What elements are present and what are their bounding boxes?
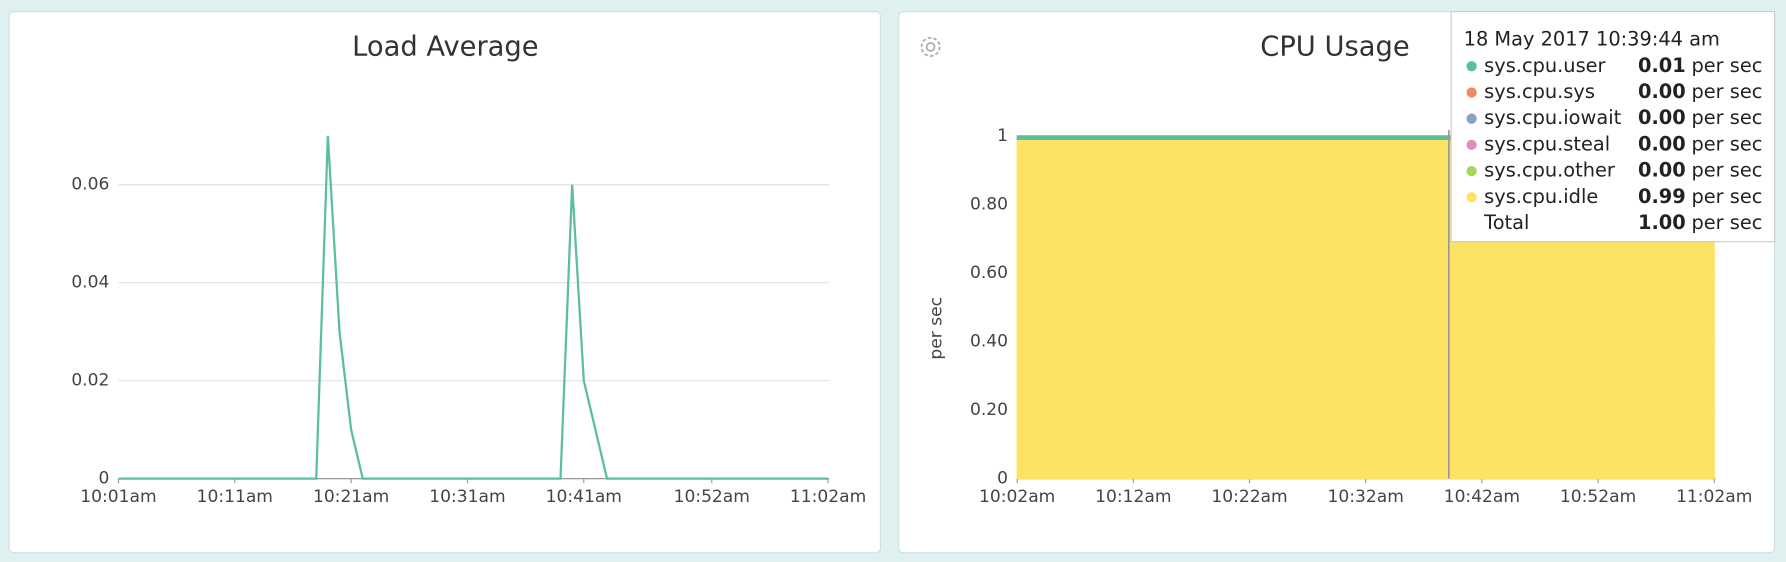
tooltip-time: 18 May 2017 10:39:44 am — [1464, 28, 1720, 51]
legend-dot — [1466, 113, 1477, 124]
tooltip-unit: per sec — [1691, 185, 1762, 208]
y-tick-label: 0 — [997, 469, 1008, 489]
legend-label: sys.cpu.other — [1484, 159, 1615, 182]
data-line — [118, 135, 829, 480]
x-tick-label: 10:22am — [1211, 487, 1287, 507]
chart-title: CPU Usage — [1260, 32, 1409, 63]
x-tick-label: 10:41am — [546, 487, 622, 507]
tooltip-box — [1450, 11, 1776, 243]
legend-label: sys.cpu.idle — [1484, 185, 1598, 208]
legend-dot — [1466, 165, 1477, 177]
x-tick-label: 10:21am — [313, 487, 389, 507]
tooltip-total: 1.00 — [1638, 211, 1686, 234]
x-tick-label: 11:02am — [790, 487, 866, 507]
y-tick-label: 1 — [997, 126, 1008, 146]
gear-hub — [925, 42, 936, 52]
tooltip-value: 0.00 — [1638, 132, 1686, 155]
y-tick-label: 0.60 — [970, 263, 1008, 283]
x-tick-label: 10:32am — [1328, 487, 1404, 507]
x-tick-label: 10:01am — [80, 487, 156, 507]
legend-dot — [1466, 87, 1477, 98]
y-tick-label: 0.02 — [71, 371, 109, 391]
tooltip-unit: per sec — [1691, 54, 1762, 77]
x-tick-label: 10:42am — [1444, 487, 1520, 507]
tooltip-unit: per sec — [1691, 159, 1762, 182]
y-axis-label: per sec — [926, 297, 946, 360]
settings-icon[interactable] — [920, 36, 941, 57]
tooltip-total-label: Total — [1483, 211, 1529, 234]
tooltip-value: 0.01 — [1638, 54, 1686, 77]
tooltip: 18 May 2017 10:39:44 am sys.cpu.user 0.01… — [1450, 11, 1776, 243]
chart-title: Load Average — [352, 32, 538, 63]
legend-label: sys.cpu.sys — [1484, 80, 1595, 103]
tooltip-unit: per sec — [1691, 106, 1762, 129]
x-tick-label: 10:02am — [979, 487, 1055, 507]
y-tick-label: 0.20 — [970, 400, 1008, 420]
tooltip-value: 0.99 — [1638, 185, 1686, 208]
x-tick-label: 10:31am — [429, 487, 505, 507]
y-tick-label: 0.80 — [970, 194, 1008, 214]
x-tick-label: 11:02am — [1676, 487, 1752, 507]
y-tick-label: 0.04 — [71, 273, 109, 293]
tooltip-unit: per sec — [1691, 80, 1762, 103]
legend-label: sys.cpu.steal — [1484, 132, 1610, 155]
tooltip-unit: per sec — [1691, 211, 1762, 234]
legend-label: sys.cpu.user — [1484, 54, 1605, 77]
y-tick-label: 0 — [98, 469, 109, 489]
legend-label: sys.cpu.iowait — [1484, 106, 1621, 129]
tooltip-value: 0.00 — [1638, 80, 1686, 103]
legend-dot — [1466, 192, 1477, 203]
tooltip-unit: per sec — [1691, 132, 1762, 155]
x-tick-label: 10:11am — [197, 487, 273, 507]
gear — [920, 36, 941, 57]
x-tick-label: 10:12am — [1095, 487, 1171, 507]
y-tick-label: 0.06 — [71, 175, 109, 195]
x-tick-label: 10:52am — [1560, 487, 1636, 507]
tooltip-value: 0.00 — [1638, 106, 1686, 129]
x-tick-label: 10:52am — [674, 487, 750, 507]
legend-dot — [1466, 61, 1477, 72]
legend-dot — [1466, 139, 1477, 151]
tooltip-value: 0.00 — [1638, 159, 1686, 182]
y-tick-label: 0.40 — [970, 331, 1008, 351]
